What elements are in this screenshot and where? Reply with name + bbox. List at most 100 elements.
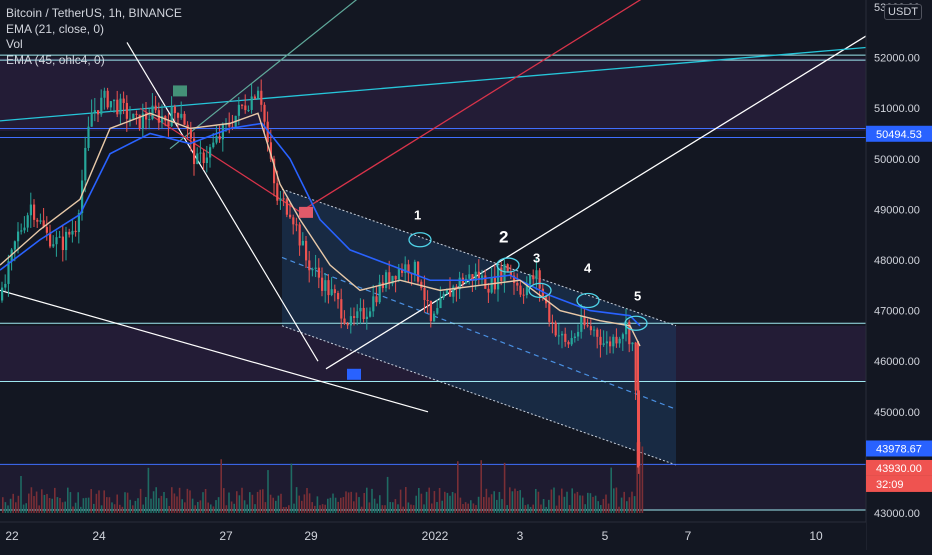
volume-bar — [12, 493, 14, 513]
volume-bar — [121, 506, 124, 513]
volume-bar — [241, 487, 243, 513]
candle-body — [215, 136, 218, 143]
candle-body — [349, 316, 352, 326]
volume-bar — [210, 504, 212, 513]
candle-body — [173, 106, 176, 114]
volume-bar — [483, 496, 485, 513]
volume-bar — [537, 491, 540, 513]
candle-body — [567, 341, 570, 345]
volume-bar — [142, 504, 144, 513]
candle-body — [429, 300, 432, 322]
candle-body — [97, 110, 100, 115]
volume-bar — [233, 503, 235, 513]
price-label-upper: 50494.53 — [876, 129, 922, 141]
candle-body — [42, 220, 45, 228]
volume-bar — [223, 488, 225, 513]
volume-bar — [467, 503, 469, 513]
volume-bar — [602, 498, 605, 513]
volume-bar — [488, 497, 490, 513]
volume-bar — [501, 499, 503, 513]
candle-body — [551, 321, 554, 323]
volume-bar — [277, 495, 280, 513]
red-marker — [299, 206, 313, 218]
legend-volume[interactable]: Vol — [6, 37, 23, 51]
annotation-ellipse — [528, 282, 552, 299]
legend-symbol[interactable]: Bitcoin / TetherUS, 1h, BINANCE — [6, 6, 182, 20]
bar-countdown-bg — [866, 475, 932, 492]
volume-bar — [558, 495, 560, 513]
candle-body — [65, 231, 68, 251]
volume-bar — [184, 502, 186, 513]
candle-body — [333, 289, 336, 294]
candle-body — [481, 275, 484, 280]
volume-bar — [576, 491, 579, 513]
currency-badge[interactable]: USDT — [884, 4, 922, 20]
candle-body — [218, 136, 221, 140]
candle-body — [20, 230, 23, 232]
volume-bar — [329, 497, 332, 513]
x-tick-label: 22 — [5, 529, 19, 543]
volume-bar — [561, 488, 563, 513]
annotation-label: 4 — [584, 261, 592, 276]
volume-bar — [15, 502, 17, 513]
volume-bar — [420, 493, 423, 513]
candle-body — [119, 98, 122, 115]
legend-ema21[interactable]: EMA (21, close, 0) — [6, 21, 105, 36]
volume-bar — [321, 504, 324, 513]
candle-body — [141, 113, 144, 129]
candle-body — [231, 126, 234, 128]
volume-bar — [41, 489, 43, 513]
volume-bar — [85, 497, 87, 513]
candle-body — [340, 299, 343, 319]
candle-body — [68, 231, 71, 235]
candle-body — [589, 326, 592, 331]
volume-bar — [392, 502, 394, 513]
volume-bar — [152, 491, 155, 513]
volume-bar — [444, 491, 446, 513]
volume-bar — [540, 504, 542, 513]
candle-body — [125, 102, 128, 119]
candle-body — [266, 121, 269, 143]
candle-body — [109, 101, 112, 108]
legend-ema45[interactable]: EMA (45, ohlc4, 0) — [6, 52, 105, 67]
candle-body — [167, 120, 170, 127]
descending-channel — [282, 189, 676, 465]
candle-body — [580, 316, 583, 332]
volume-bar — [366, 487, 368, 513]
volume-bar — [345, 491, 347, 513]
volume-bar — [46, 493, 48, 513]
volume-bar — [587, 492, 589, 513]
annotation-label: 1 — [414, 208, 421, 223]
x-tick-label: 10 — [809, 529, 823, 543]
volume-bar — [412, 505, 415, 513]
y-tick-label: 48000.00 — [874, 255, 920, 267]
time-axis — [0, 522, 866, 550]
candle-body — [212, 142, 215, 148]
volume-bar — [134, 500, 137, 513]
volume-bar — [397, 504, 399, 513]
volume-bar — [145, 497, 147, 513]
volume-bar — [113, 504, 116, 513]
candle-body — [151, 105, 154, 120]
y-tick-label: 45000.00 — [874, 407, 920, 419]
candle-body — [525, 284, 528, 296]
volume-bar — [399, 489, 402, 513]
volume-bar — [493, 491, 495, 513]
volume-bar — [446, 492, 449, 513]
volume-bar — [191, 498, 194, 513]
volume-bar — [272, 497, 274, 513]
candle-body — [369, 311, 372, 317]
trendline-red — [299, 0, 642, 213]
volume-bar — [51, 498, 53, 513]
x-tick-label: 29 — [304, 529, 318, 543]
volume-bar — [431, 503, 433, 513]
candle-body — [628, 321, 631, 345]
candle-body — [436, 308, 439, 314]
volume-bar — [132, 505, 134, 513]
volume-bar — [259, 489, 261, 513]
volume-bar — [35, 491, 38, 513]
volume-bar — [451, 491, 454, 513]
candle-body — [241, 104, 244, 106]
